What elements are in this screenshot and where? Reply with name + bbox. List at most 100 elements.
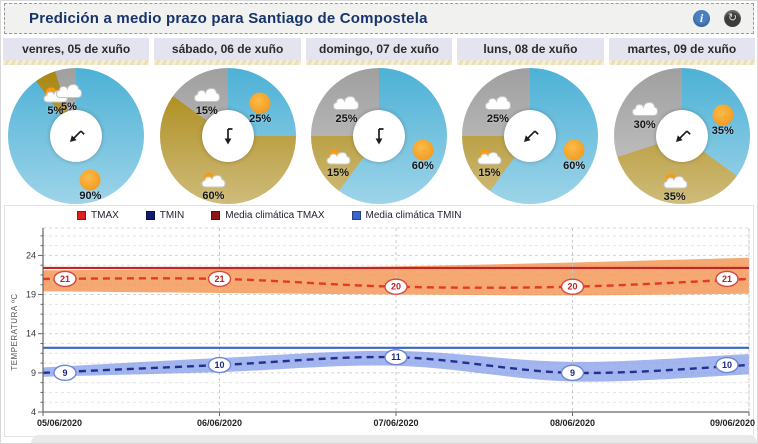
day-column: venres, 05 de xuño 90% 5% 5%	[3, 38, 150, 204]
svg-text:9: 9	[31, 368, 36, 378]
wind-indicator	[353, 110, 406, 162]
legend-label: Media climática TMAX	[225, 209, 325, 221]
bottom-strip	[31, 435, 757, 443]
day-header: martes, 09 de xuño	[608, 38, 756, 60]
page-header: Predición a medio prazo para Santiago de…	[4, 3, 754, 34]
svg-text:14: 14	[26, 329, 36, 339]
wind-indicator	[655, 110, 708, 162]
weather-pie-chart: 90% 5% 5%	[8, 68, 145, 204]
wind-direction-arrow-icon	[375, 128, 384, 145]
svg-text:4: 4	[31, 407, 36, 417]
sun-icon	[712, 104, 734, 126]
svg-text:09/06/2020: 09/06/2020	[710, 418, 755, 428]
segment-percent-label: 25%	[486, 113, 509, 126]
sun-icon	[563, 139, 585, 161]
sun-icon	[79, 169, 101, 191]
legend-label: TMAX	[91, 209, 119, 221]
day-column: domingo, 07 de xuño 60% 15% 25%	[305, 38, 453, 204]
day-header: venres, 05 de xuño	[3, 38, 150, 60]
wind-direction-arrow-icon	[224, 128, 233, 145]
svg-text:20: 20	[391, 282, 401, 292]
segment-percent-label: 35%	[663, 191, 686, 204]
cloud-icon	[484, 95, 511, 112]
wind-indicator	[201, 110, 254, 162]
wind-indicator	[504, 110, 557, 162]
legend-swatch	[211, 210, 221, 220]
segment-percent-label: 60%	[563, 160, 586, 173]
svg-text:10: 10	[214, 360, 224, 370]
segment-percent-label: 25%	[335, 113, 358, 126]
svg-text:24: 24	[26, 250, 36, 260]
svg-text:06/06/2020: 06/06/2020	[197, 418, 242, 428]
cloud-icon	[333, 95, 360, 112]
legend-item-tmax: TMAX	[77, 210, 119, 221]
segment-percent-label: 60%	[411, 160, 434, 173]
svg-text:07/06/2020: 07/06/2020	[373, 418, 418, 428]
cloud-icon	[631, 100, 658, 117]
segment-percent-label: 5%	[61, 100, 77, 113]
chart-legend: TMAX TMIN Media climática TMAX Media cli…	[5, 206, 753, 224]
legend-item-media-tmin: Media climática TMIN	[351, 209, 462, 221]
wind-direction-arrow-icon	[70, 130, 85, 143]
svg-text:21: 21	[722, 274, 732, 284]
day-header: sábado, 06 de xuño	[154, 38, 301, 60]
info-icon[interactable]: i	[693, 10, 710, 27]
svg-text:21: 21	[214, 274, 224, 284]
cloud-icon	[55, 82, 83, 99]
weather-pie-chart: 25% 60% 15%	[159, 68, 296, 204]
cloud-icon	[193, 87, 220, 104]
header-icons: i ↻	[693, 10, 753, 27]
segment-percent-label: 35%	[711, 125, 734, 138]
legend-label: TMIN	[159, 209, 185, 221]
legend-swatch	[351, 210, 361, 220]
legend-swatch	[77, 210, 86, 220]
legend-label: Media climática TMIN	[365, 209, 462, 221]
hatch-strip	[154, 60, 301, 65]
segment-percent-label: 15%	[195, 105, 218, 117]
segment-percent-label: 90%	[79, 189, 102, 202]
cloud-sun-icon	[661, 172, 689, 190]
hatch-strip	[457, 60, 604, 65]
svg-text:10: 10	[722, 360, 732, 370]
svg-text:9: 9	[570, 368, 575, 378]
day-column: martes, 09 de xuño 35% 35% 30%	[608, 38, 756, 204]
wind-indicator	[50, 110, 103, 162]
wind-direction-arrow-icon	[675, 130, 691, 143]
day-header: domingo, 07 de xuño	[305, 38, 453, 60]
segment-percent-label: 60%	[202, 189, 225, 202]
svg-text:20: 20	[567, 282, 577, 292]
weather-pie-chart: 60% 15% 25%	[311, 68, 448, 204]
cloud-sun-icon	[475, 148, 503, 166]
page-title: Predición a medio prazo para Santiago de…	[29, 10, 428, 27]
weather-pie-chart: 60% 15% 25%	[462, 68, 599, 204]
weather-pie-chart: 35% 35% 30%	[613, 68, 750, 204]
day-column: luns, 08 de xuño 60% 15% 25%	[457, 38, 604, 204]
cloud-sun-icon	[199, 171, 227, 189]
svg-text:08/06/2020: 08/06/2020	[550, 418, 595, 428]
temperature-chart-panel: TMAX TMIN Media climática TMAX Media cli…	[4, 205, 755, 437]
hatch-strip	[608, 60, 756, 65]
svg-text:05/06/2020: 05/06/2020	[37, 418, 82, 428]
day-column: sábado, 06 de xuño 25% 60% 15%	[154, 38, 301, 204]
segment-percent-label: 30%	[633, 118, 656, 131]
segment-percent-label: 5%	[47, 105, 64, 117]
legend-swatch	[145, 210, 155, 220]
svg-text:21: 21	[60, 274, 70, 284]
sun-icon	[249, 92, 271, 114]
segment-percent-label: 15%	[327, 166, 350, 179]
sun-icon	[412, 139, 434, 161]
svg-text:9: 9	[62, 368, 67, 378]
svg-text:19: 19	[26, 290, 36, 300]
plot-area: 21 21 20 20 21 9 10 11 9 10 4 9 14 19 24 05/06/2020 06/0…	[5, 224, 755, 441]
svg-text:11: 11	[391, 352, 401, 362]
day-columns: venres, 05 de xuño 90% 5% 5% sábado, 06 de…	[3, 38, 756, 204]
segment-percent-label: 25%	[249, 113, 272, 126]
wind-direction-arrow-icon	[524, 130, 540, 143]
refresh-icon[interactable]: ↻	[724, 10, 741, 27]
svg-text:TEMPERATURA ºC: TEMPERATURA ºC	[10, 293, 19, 370]
legend-item-tmin: TMIN	[145, 209, 185, 221]
legend-item-media-tmax: Media climática TMAX	[211, 209, 325, 221]
cloud-sun-icon	[324, 148, 352, 166]
day-header: luns, 08 de xuño	[457, 38, 604, 60]
